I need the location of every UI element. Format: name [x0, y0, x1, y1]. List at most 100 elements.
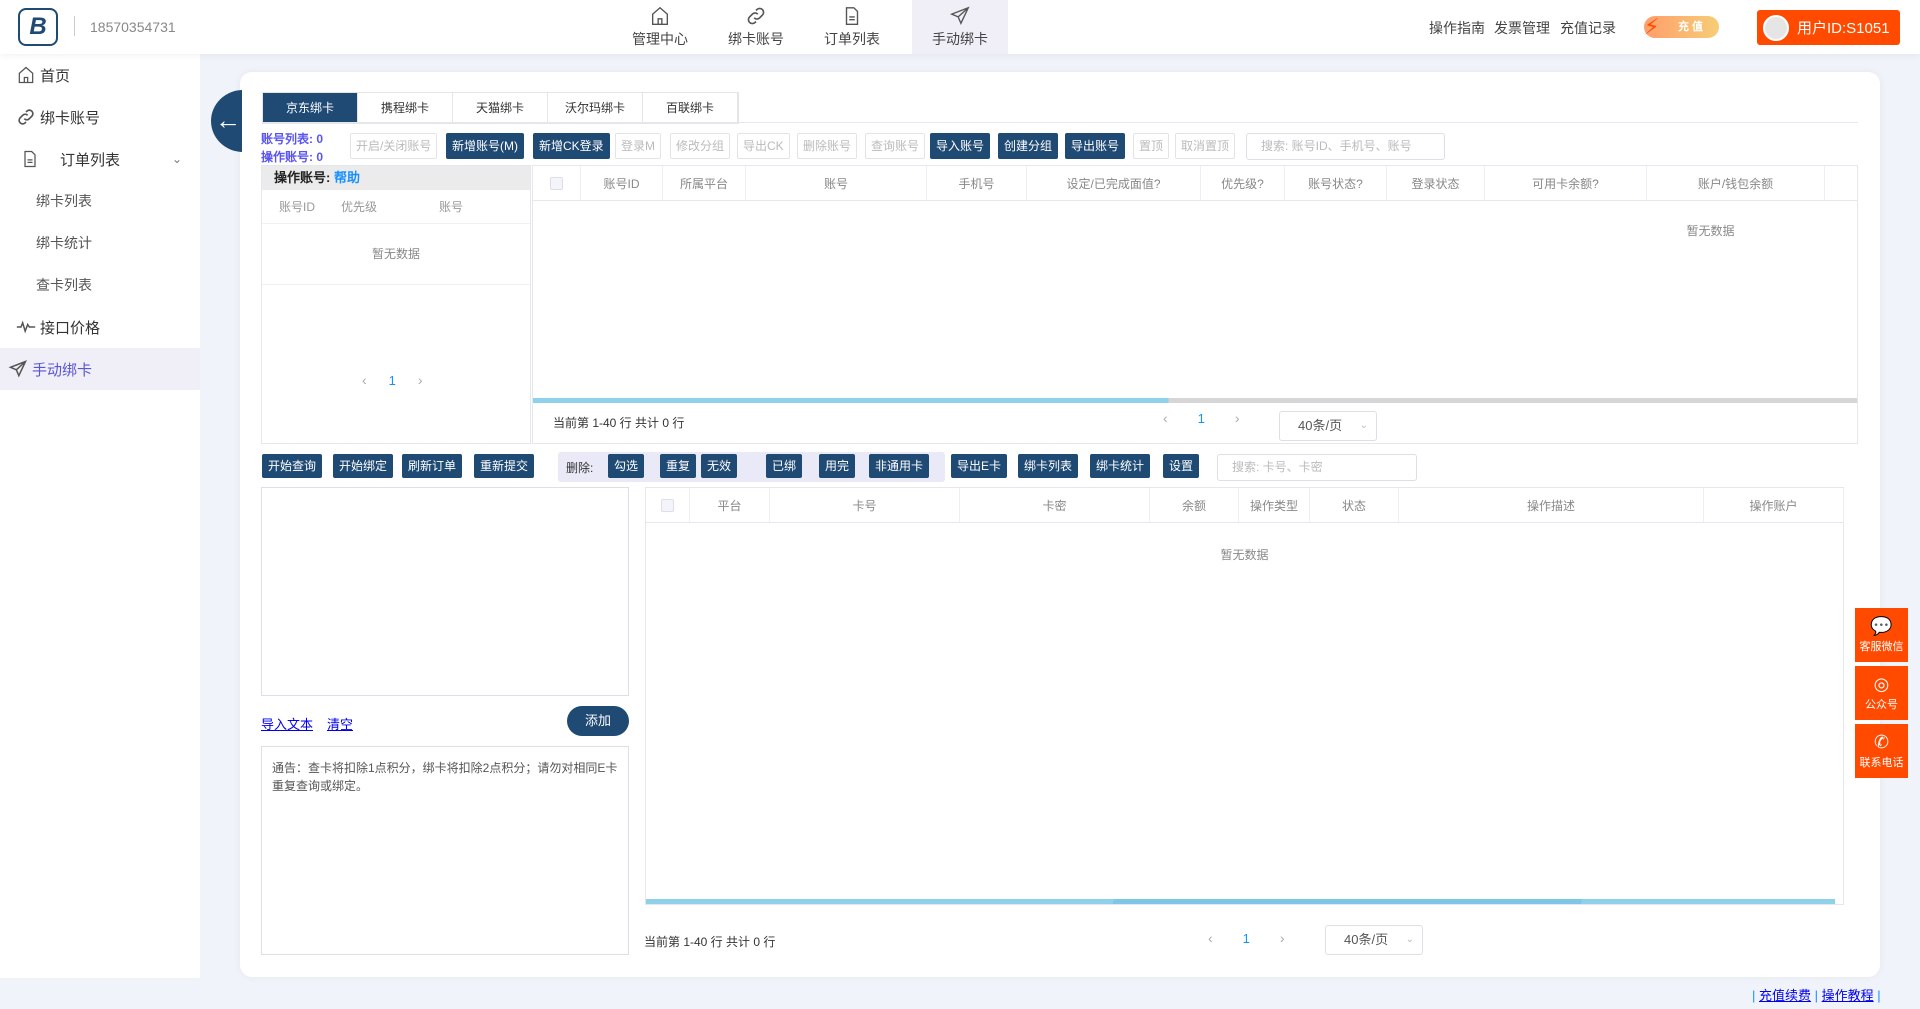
sidebar-item-bind-account[interactable]: 绑卡账号 [0, 96, 200, 138]
toolbar-button[interactable]: 勾选 [608, 454, 645, 478]
customer-wechat-button[interactable]: 💬 客服微信 [1855, 608, 1908, 662]
toolbar-button[interactable]: 新增账号(M) [446, 133, 524, 159]
card-search-input[interactable]: 搜索: 卡号、卡密 [1217, 454, 1417, 481]
column-header[interactable]: 所属平台 [663, 166, 746, 200]
nav-order-list[interactable]: 订单列表 [804, 0, 900, 54]
toolbar-button[interactable]: 新增CK登录 [533, 133, 610, 159]
clear-link[interactable]: 清空 [327, 717, 354, 732]
column-header[interactable]: 设定/已完成面值? [1027, 166, 1201, 200]
toolbar-button[interactable]: 创建分组 [998, 133, 1059, 159]
checkbox[interactable] [661, 498, 674, 512]
toolbar-button[interactable]: 导出E卡 [951, 454, 1008, 478]
column-header[interactable]: 操作描述 [1399, 488, 1704, 522]
column-header[interactable]: 状态 [1310, 488, 1399, 522]
next-page-icon[interactable]: › [1279, 930, 1285, 946]
recharge-button[interactable]: 充 值 [1644, 16, 1719, 38]
footer-link-tutorial[interactable]: 操作教程 [1821, 988, 1874, 1003]
column-header[interactable]: 卡号 [770, 488, 960, 522]
horizontal-scrollbar[interactable] [533, 398, 1857, 403]
page-size-select[interactable]: 40条/页 ⌄ [1279, 411, 1377, 441]
column-header[interactable]: 卡密 [960, 488, 1150, 522]
link-guide[interactable]: 操作指南 [1429, 20, 1485, 36]
toolbar-button[interactable]: 置顶 [1133, 133, 1170, 159]
nav-bind-account[interactable]: 绑卡账号 [708, 0, 804, 54]
prev-page-icon[interactable]: ‹ [1208, 930, 1213, 946]
column-header[interactable]: 账号状态? [1285, 166, 1387, 200]
nav-manual-bind[interactable]: 手动绑卡 [912, 0, 1008, 54]
toolbar-button[interactable]: 非通用卡 [869, 454, 930, 478]
toolbar-button[interactable]: 用完 [819, 454, 856, 478]
column-header[interactable]: 账户/钱包余额 [1647, 166, 1825, 200]
toolbar-button[interactable]: 无效 [701, 454, 738, 478]
next-page-icon[interactable]: › [1234, 410, 1240, 426]
toolbar-button[interactable]: 查询账号 [865, 133, 926, 159]
tab-jd[interactable]: 京东绑卡 [263, 93, 358, 123]
sidebar-item-home[interactable]: 首页 [0, 54, 200, 96]
float-label: 客服微信 [1859, 641, 1904, 653]
page-number[interactable]: 1 [388, 372, 396, 388]
help-link[interactable]: 帮助 [333, 170, 360, 185]
toolbar-button[interactable]: 导出CK [737, 133, 790, 159]
page-number[interactable]: 1 [1197, 410, 1205, 426]
add-button[interactable]: 添加 [567, 706, 629, 736]
column-header[interactable]: 操作类型 [1239, 488, 1310, 522]
column-header[interactable]: 优先级? [1201, 166, 1285, 200]
toolbar-button[interactable]: 绑卡统计 [1090, 454, 1151, 478]
page-size-select[interactable]: 40条/页 ⌄ [1325, 925, 1423, 955]
next-page-icon[interactable]: › [417, 372, 423, 388]
card-input-textarea[interactable] [261, 487, 629, 696]
official-account-button[interactable]: ◎ 公众号 [1855, 666, 1908, 720]
tab-walmart[interactable]: 沃尔玛绑卡 [548, 93, 643, 123]
checkbox[interactable] [550, 176, 563, 190]
horizontal-scrollbar[interactable] [646, 899, 1835, 904]
toolbar-button[interactable]: 开始查询 [262, 454, 323, 478]
import-text-link[interactable]: 导入文本 [261, 717, 314, 732]
page-number[interactable]: 1 [1242, 930, 1250, 946]
toolbar-button[interactable]: 开启/关闭账号 [350, 133, 438, 159]
user-menu-button[interactable]: 用户ID:S1051 [1757, 10, 1900, 45]
toolbar-button[interactable]: 删除账号 [797, 133, 858, 159]
sidebar-item-api-price[interactable]: 接口价格 [0, 306, 200, 348]
column-header[interactable]: 账号ID [581, 166, 663, 200]
column-header[interactable]: 手机号 [927, 166, 1027, 200]
footer-link-recharge[interactable]: 充值续费 [1759, 988, 1812, 1003]
column-header[interactable]: 可用卡余额? [1485, 166, 1647, 200]
select-all-checkbox[interactable] [646, 488, 690, 522]
sidebar-item-order-list[interactable]: 订单列表 ⌄ [0, 138, 200, 180]
tab-ctrip[interactable]: 携程绑卡 [358, 93, 453, 123]
toolbar-button[interactable]: 导入账号 [930, 133, 991, 159]
tab-bailian[interactable]: 百联绑卡 [643, 93, 738, 123]
column-header[interactable]: 平台 [690, 488, 770, 522]
tab-tmall[interactable]: 天猫绑卡 [453, 93, 548, 123]
contact-phone-button[interactable]: ✆ 联系电话 [1855, 724, 1908, 778]
toolbar-button[interactable]: 取消置顶 [1175, 133, 1236, 159]
avatar [1763, 14, 1789, 41]
toolbar-button[interactable]: 导出账号 [1065, 133, 1126, 159]
home-icon [651, 6, 669, 25]
link-recharge-records[interactable]: 充值记录 [1560, 20, 1616, 36]
sidebar-item-manual-bind[interactable]: 手动绑卡 [0, 348, 200, 390]
logo[interactable]: B [18, 8, 58, 46]
link-invoice[interactable]: 发票管理 [1494, 20, 1550, 36]
select-all-checkbox[interactable] [533, 166, 581, 200]
toolbar-button[interactable]: 开始绑定 [333, 454, 394, 478]
toolbar-button[interactable]: 重复 [660, 454, 697, 478]
toolbar-button[interactable]: 已绑 [766, 454, 803, 478]
nav-admin-center[interactable]: 管理中心 [612, 0, 708, 54]
toolbar-button[interactable]: 修改分组 [670, 133, 731, 159]
column-header[interactable]: 账号 [746, 166, 927, 200]
toolbar-button[interactable]: 重新提交 [474, 454, 535, 478]
column-header[interactable]: 余额 [1150, 488, 1239, 522]
toolbar-button[interactable]: 刷新订单 [402, 454, 463, 478]
column-header[interactable]: 操作账户 [1704, 488, 1844, 522]
toolbar-button[interactable]: 设置 [1163, 454, 1200, 478]
sidebar-item-bind-card-stats[interactable]: 绑卡统计 [36, 235, 92, 251]
prev-page-icon[interactable]: ‹ [1163, 410, 1168, 426]
prev-page-icon[interactable]: ‹ [362, 372, 367, 388]
account-search-input[interactable]: 搜索: 账号ID、手机号、账号 [1246, 133, 1445, 160]
sidebar-item-check-card-list[interactable]: 查卡列表 [36, 277, 92, 293]
column-header[interactable]: 登录状态 [1387, 166, 1485, 200]
toolbar-button[interactable]: 登录M [615, 133, 661, 159]
toolbar-button[interactable]: 绑卡列表 [1018, 454, 1079, 478]
sidebar-item-bind-card-list[interactable]: 绑卡列表 [36, 193, 92, 209]
